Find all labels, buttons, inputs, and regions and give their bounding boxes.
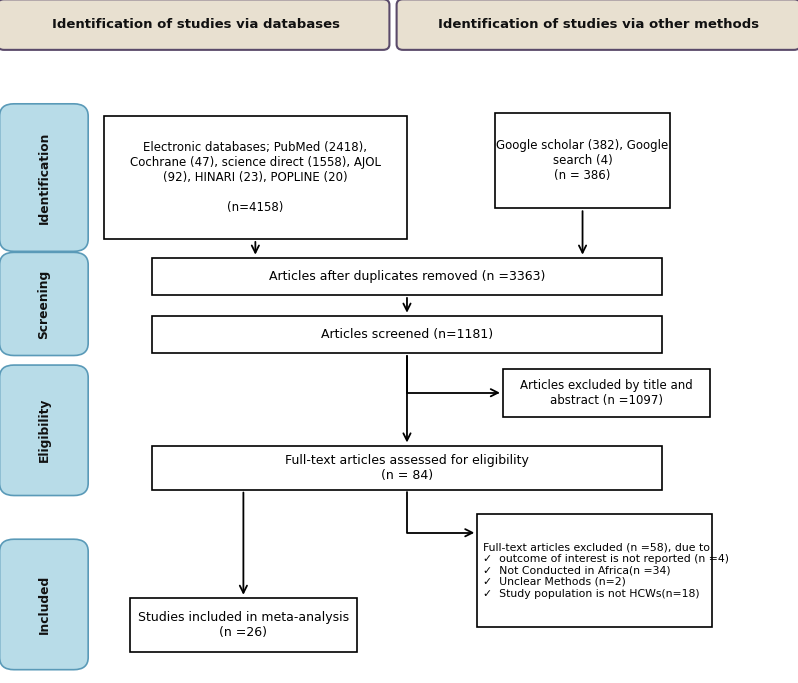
Text: Identification: Identification: [38, 131, 50, 224]
Text: Electronic databases; PubMed (2418),
Cochrane (47), science direct (1558), AJOL
: Electronic databases; PubMed (2418), Coc…: [130, 141, 381, 214]
Text: Articles excluded by title and
abstract (n =1097): Articles excluded by title and abstract …: [520, 379, 693, 406]
FancyBboxPatch shape: [0, 540, 88, 669]
FancyBboxPatch shape: [476, 514, 712, 627]
Text: Articles screened (n=1181): Articles screened (n=1181): [321, 328, 493, 342]
Text: Eligibility: Eligibility: [38, 398, 50, 462]
FancyBboxPatch shape: [129, 598, 358, 652]
FancyBboxPatch shape: [152, 257, 662, 295]
FancyBboxPatch shape: [0, 365, 88, 496]
Text: Identification of studies via databases: Identification of studies via databases: [52, 18, 339, 31]
Text: Included: Included: [38, 575, 50, 634]
FancyBboxPatch shape: [0, 0, 389, 50]
FancyBboxPatch shape: [503, 369, 710, 417]
FancyBboxPatch shape: [152, 316, 662, 354]
FancyBboxPatch shape: [152, 446, 662, 490]
Text: Screening: Screening: [38, 269, 50, 339]
Text: Full-text articles excluded (n =58), due to
✓  outcome of interest is not report: Full-text articles excluded (n =58), due…: [484, 542, 729, 598]
Text: Identification of studies via other methods: Identification of studies via other meth…: [438, 18, 759, 31]
Text: Articles after duplicates removed (n =3363): Articles after duplicates removed (n =33…: [269, 270, 545, 283]
Text: Full-text articles assessed for eligibility
(n = 84): Full-text articles assessed for eligibil…: [285, 454, 529, 482]
FancyBboxPatch shape: [495, 113, 670, 208]
FancyBboxPatch shape: [0, 252, 88, 355]
Text: Studies included in meta-analysis
(n =26): Studies included in meta-analysis (n =26…: [138, 611, 349, 639]
Text: Google scholar (382), Google
search (4)
(n = 386): Google scholar (382), Google search (4) …: [496, 139, 669, 182]
FancyBboxPatch shape: [0, 104, 88, 251]
FancyBboxPatch shape: [104, 116, 407, 239]
FancyBboxPatch shape: [397, 0, 798, 50]
